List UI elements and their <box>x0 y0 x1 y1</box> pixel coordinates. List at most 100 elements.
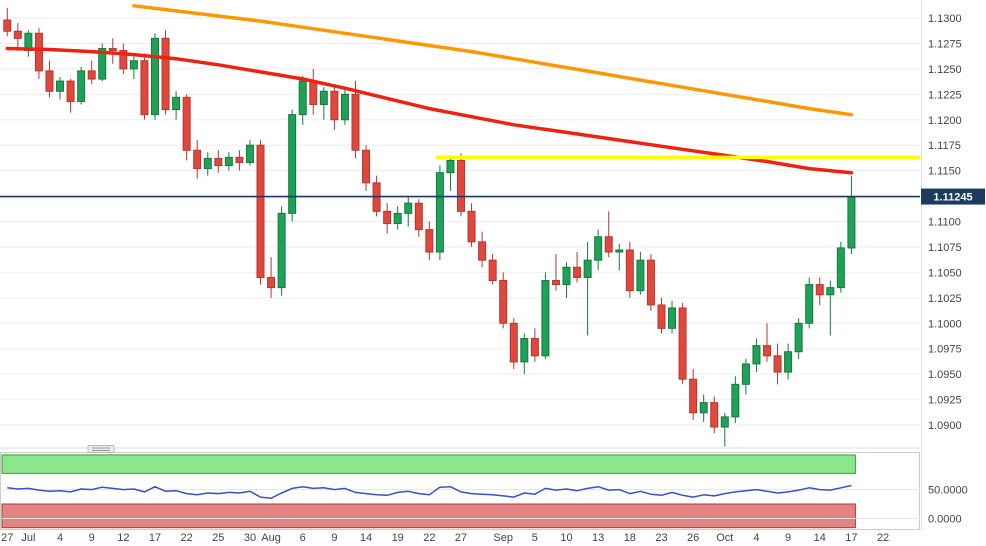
svg-text:22: 22 <box>877 532 889 544</box>
candle <box>752 338 761 373</box>
candle <box>488 254 497 285</box>
svg-text:1.1000: 1.1000 <box>928 318 962 330</box>
svg-text:4: 4 <box>57 532 63 544</box>
candle <box>435 165 444 261</box>
candle <box>87 60 96 85</box>
candle <box>446 156 455 191</box>
slow-ma-line <box>132 4 854 117</box>
svg-text:10: 10 <box>560 532 572 544</box>
svg-text:Sep: Sep <box>493 532 513 544</box>
candle <box>224 152 233 171</box>
candle <box>583 241 592 336</box>
svg-text:1.1025: 1.1025 <box>928 293 962 305</box>
candle <box>77 66 86 105</box>
svg-text:1.1300: 1.1300 <box>928 13 962 25</box>
price-axis-labels: 1.1300 1.1275 1.1250 1.1225 1.1200 1.1175 1.11… <box>928 13 962 432</box>
oversold-band <box>1 503 856 529</box>
candle <box>530 328 539 362</box>
svg-text:14: 14 <box>360 532 372 544</box>
candle <box>784 343 793 380</box>
candle <box>763 323 771 362</box>
candle <box>108 38 117 64</box>
current-price-label: 1.11245 <box>921 188 985 205</box>
candle <box>330 84 339 130</box>
svg-text:4: 4 <box>753 532 759 544</box>
candle <box>66 79 75 113</box>
candle <box>203 152 212 176</box>
candle <box>741 358 750 395</box>
candle <box>34 28 43 80</box>
candle <box>573 252 582 283</box>
candle <box>668 300 677 334</box>
candle <box>309 68 318 115</box>
svg-text:0.0000: 0.0000 <box>928 513 962 525</box>
candle <box>699 394 708 422</box>
candle <box>362 145 371 191</box>
candle <box>625 241 634 298</box>
candle <box>720 412 729 447</box>
svg-text:17: 17 <box>845 532 857 544</box>
svg-text:1.0900: 1.0900 <box>928 420 962 432</box>
candle <box>3 7 12 37</box>
candle <box>256 140 265 285</box>
svg-text:1.0925: 1.0925 <box>928 395 962 407</box>
svg-text:22: 22 <box>181 532 193 544</box>
panel-resize-handle[interactable] <box>87 445 115 453</box>
candle <box>56 77 65 100</box>
svg-text:6: 6 <box>300 532 306 544</box>
candle <box>319 87 328 120</box>
candle <box>594 229 603 271</box>
candle <box>520 333 529 375</box>
candle <box>414 199 423 237</box>
svg-text:1.1250: 1.1250 <box>928 64 962 76</box>
candle <box>298 75 307 125</box>
svg-text:13: 13 <box>592 532 604 544</box>
candle <box>509 318 518 370</box>
candle <box>172 91 181 120</box>
svg-text:17: 17 <box>149 532 161 544</box>
candle <box>826 280 835 336</box>
time-axis-labels: 27 Jul 4 9 12 17 22 25 30 Aug 6 9 14 19 22 27 Sep 5 10 13 18… <box>1 532 889 544</box>
candle <box>393 206 402 230</box>
svg-text:1.0975: 1.0975 <box>928 344 962 356</box>
svg-text:1.1075: 1.1075 <box>928 242 962 254</box>
svg-text:27: 27 <box>1 532 13 544</box>
svg-text:22: 22 <box>423 532 435 544</box>
svg-text:25: 25 <box>212 532 224 544</box>
candle <box>562 262 571 298</box>
svg-text:12: 12 <box>117 532 129 544</box>
candle <box>383 203 392 234</box>
candle <box>161 30 170 115</box>
candle <box>541 272 550 359</box>
candle <box>214 150 223 173</box>
candle <box>404 196 413 227</box>
svg-text:5: 5 <box>532 532 538 544</box>
svg-text:1.11245: 1.11245 <box>933 192 972 204</box>
candle <box>351 81 360 159</box>
candle <box>267 257 276 298</box>
candle <box>151 33 159 120</box>
candle <box>710 396 719 434</box>
svg-text:Oct: Oct <box>716 532 733 544</box>
candle <box>119 43 128 74</box>
candle <box>646 254 655 312</box>
candle <box>847 175 856 255</box>
candle <box>678 302 687 385</box>
svg-text:30: 30 <box>244 532 256 544</box>
svg-text:9: 9 <box>89 532 95 544</box>
indicator-line <box>7 484 852 499</box>
candle <box>689 369 698 420</box>
overbought-band <box>1 454 856 474</box>
candle <box>245 140 254 166</box>
svg-text:26: 26 <box>687 532 699 544</box>
svg-text:1.1100: 1.1100 <box>928 217 961 229</box>
candle <box>805 277 814 329</box>
svg-text:23: 23 <box>655 532 667 544</box>
candle <box>98 43 107 82</box>
svg-text:1.1275: 1.1275 <box>928 38 962 50</box>
candle <box>794 318 803 359</box>
fast-ma-line <box>5 46 854 175</box>
candle <box>193 140 202 179</box>
candle <box>277 206 286 296</box>
